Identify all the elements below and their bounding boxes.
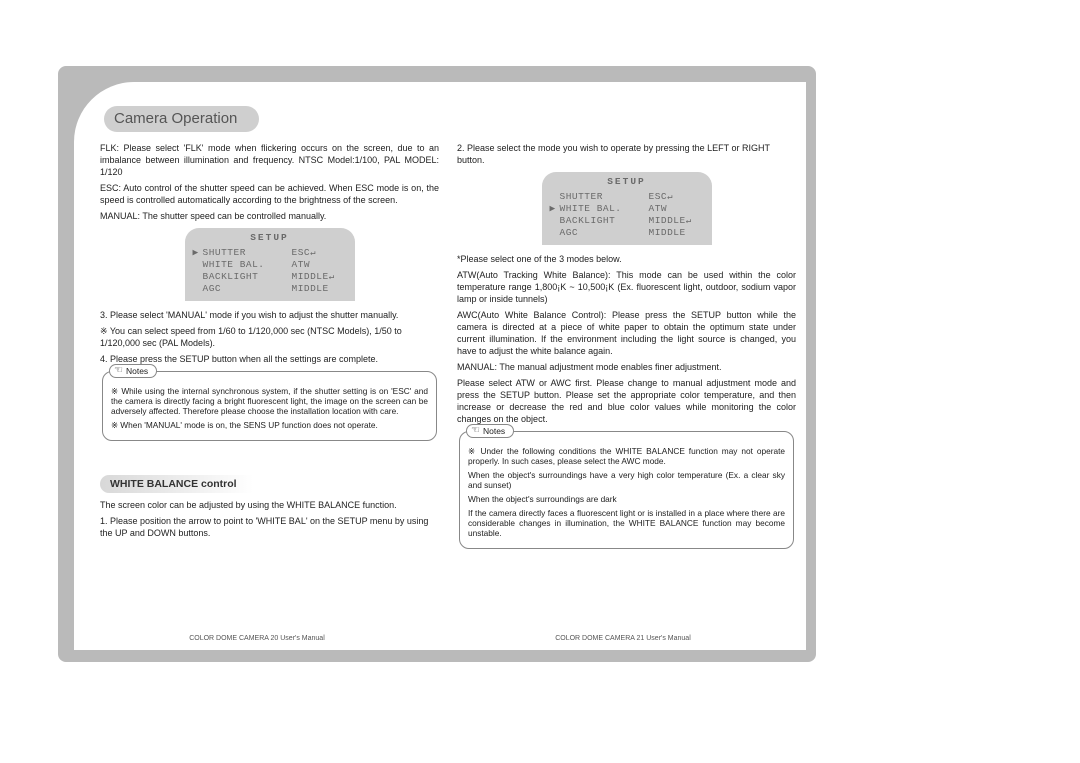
setup-row: SHUTTERESC↵ xyxy=(542,191,712,203)
note-b: When the object's surroundings are dark xyxy=(468,494,785,504)
setup-title: SETUP xyxy=(542,176,712,188)
wb-intro: The screen color can be adjusted by usin… xyxy=(100,499,439,511)
modes-intro: *Please select one of the 3 modes below. xyxy=(457,253,796,265)
page-footer: COLOR DOME CAMERA 20 User's Manual COLOR… xyxy=(74,635,806,642)
wb1: 1. Please position the arrow to point to… xyxy=(100,515,439,539)
note1: ※ While using the internal synchronous s… xyxy=(111,386,428,416)
setup-row: WHITE BAL.ATW xyxy=(185,259,355,271)
item2: 2. Please select the mode you wish to op… xyxy=(457,142,796,166)
note2: ※ When 'MANUAL' mode is on, the SENS UP … xyxy=(111,420,428,430)
note-a: When the object's surroundings have a ve… xyxy=(468,470,785,490)
note-c: If the camera directly faces a fluoresce… xyxy=(468,508,785,538)
setup-row: BACKLIGHTMIDDLE↵ xyxy=(185,271,355,283)
setup-row: ▶WHITE BAL.ATW xyxy=(542,203,712,215)
notes-tab: ☜Notes xyxy=(109,364,157,378)
man2-text: Please select ATW or AWC first. Please c… xyxy=(457,377,796,425)
wb-heading: WHITE BALANCE control xyxy=(100,475,261,493)
manual-text: MANUAL: The shutter speed can be control… xyxy=(100,210,439,222)
setup-row: AGCMIDDLE xyxy=(542,227,712,239)
right-column: 2. Please select the mode you wish to op… xyxy=(457,142,796,620)
item3b: ※ You can select speed from 1/60 to 1/12… xyxy=(100,325,439,349)
esc-text: ESC: Auto control of the shutter speed c… xyxy=(100,182,439,206)
flk-text: FLK: Please select 'FLK' mode when flick… xyxy=(100,142,439,178)
manual-frame: Camera Operation FLK: Please select 'FLK… xyxy=(58,66,816,662)
awc-text: AWC(Auto White Balance Control): Please … xyxy=(457,309,796,357)
footer-right: COLOR DOME CAMERA 21 User's Manual xyxy=(440,635,806,642)
atw-text: ATW(Auto Tracking White Balance): This m… xyxy=(457,269,796,305)
section-title: Camera Operation xyxy=(104,106,259,132)
hand-icon: ☜ xyxy=(114,366,123,376)
setup-row: ▶SHUTTERESC↵ xyxy=(185,247,355,259)
left-column: FLK: Please select 'FLK' mode when flick… xyxy=(100,142,439,620)
manual-page: Camera Operation FLK: Please select 'FLK… xyxy=(74,82,806,650)
hand-icon: ☜ xyxy=(471,426,480,436)
note-intro: ※ Under the following conditions the WHI… xyxy=(468,446,785,466)
setup-title: SETUP xyxy=(185,232,355,244)
notes-tab: ☜Notes xyxy=(466,424,514,438)
setup-menu-left: SETUP ▶SHUTTERESC↵ WHITE BAL.ATW BACKLIG… xyxy=(185,228,355,301)
setup-row: AGCMIDDLE xyxy=(185,283,355,295)
notes-box-left: ☜Notes ※ While using the internal synchr… xyxy=(102,371,437,441)
setup-row: BACKLIGHTMIDDLE↵ xyxy=(542,215,712,227)
footer-left: COLOR DOME CAMERA 20 User's Manual xyxy=(74,635,440,642)
setup-menu-right: SETUP SHUTTERESC↵ ▶WHITE BAL.ATW BACKLIG… xyxy=(542,172,712,245)
notes-box-right: ☜Notes ※ Under the following conditions … xyxy=(459,431,794,549)
man-text: MANUAL: The manual adjustment mode enabl… xyxy=(457,361,796,373)
item3: 3. Please select 'MANUAL' mode if you wi… xyxy=(100,309,439,321)
